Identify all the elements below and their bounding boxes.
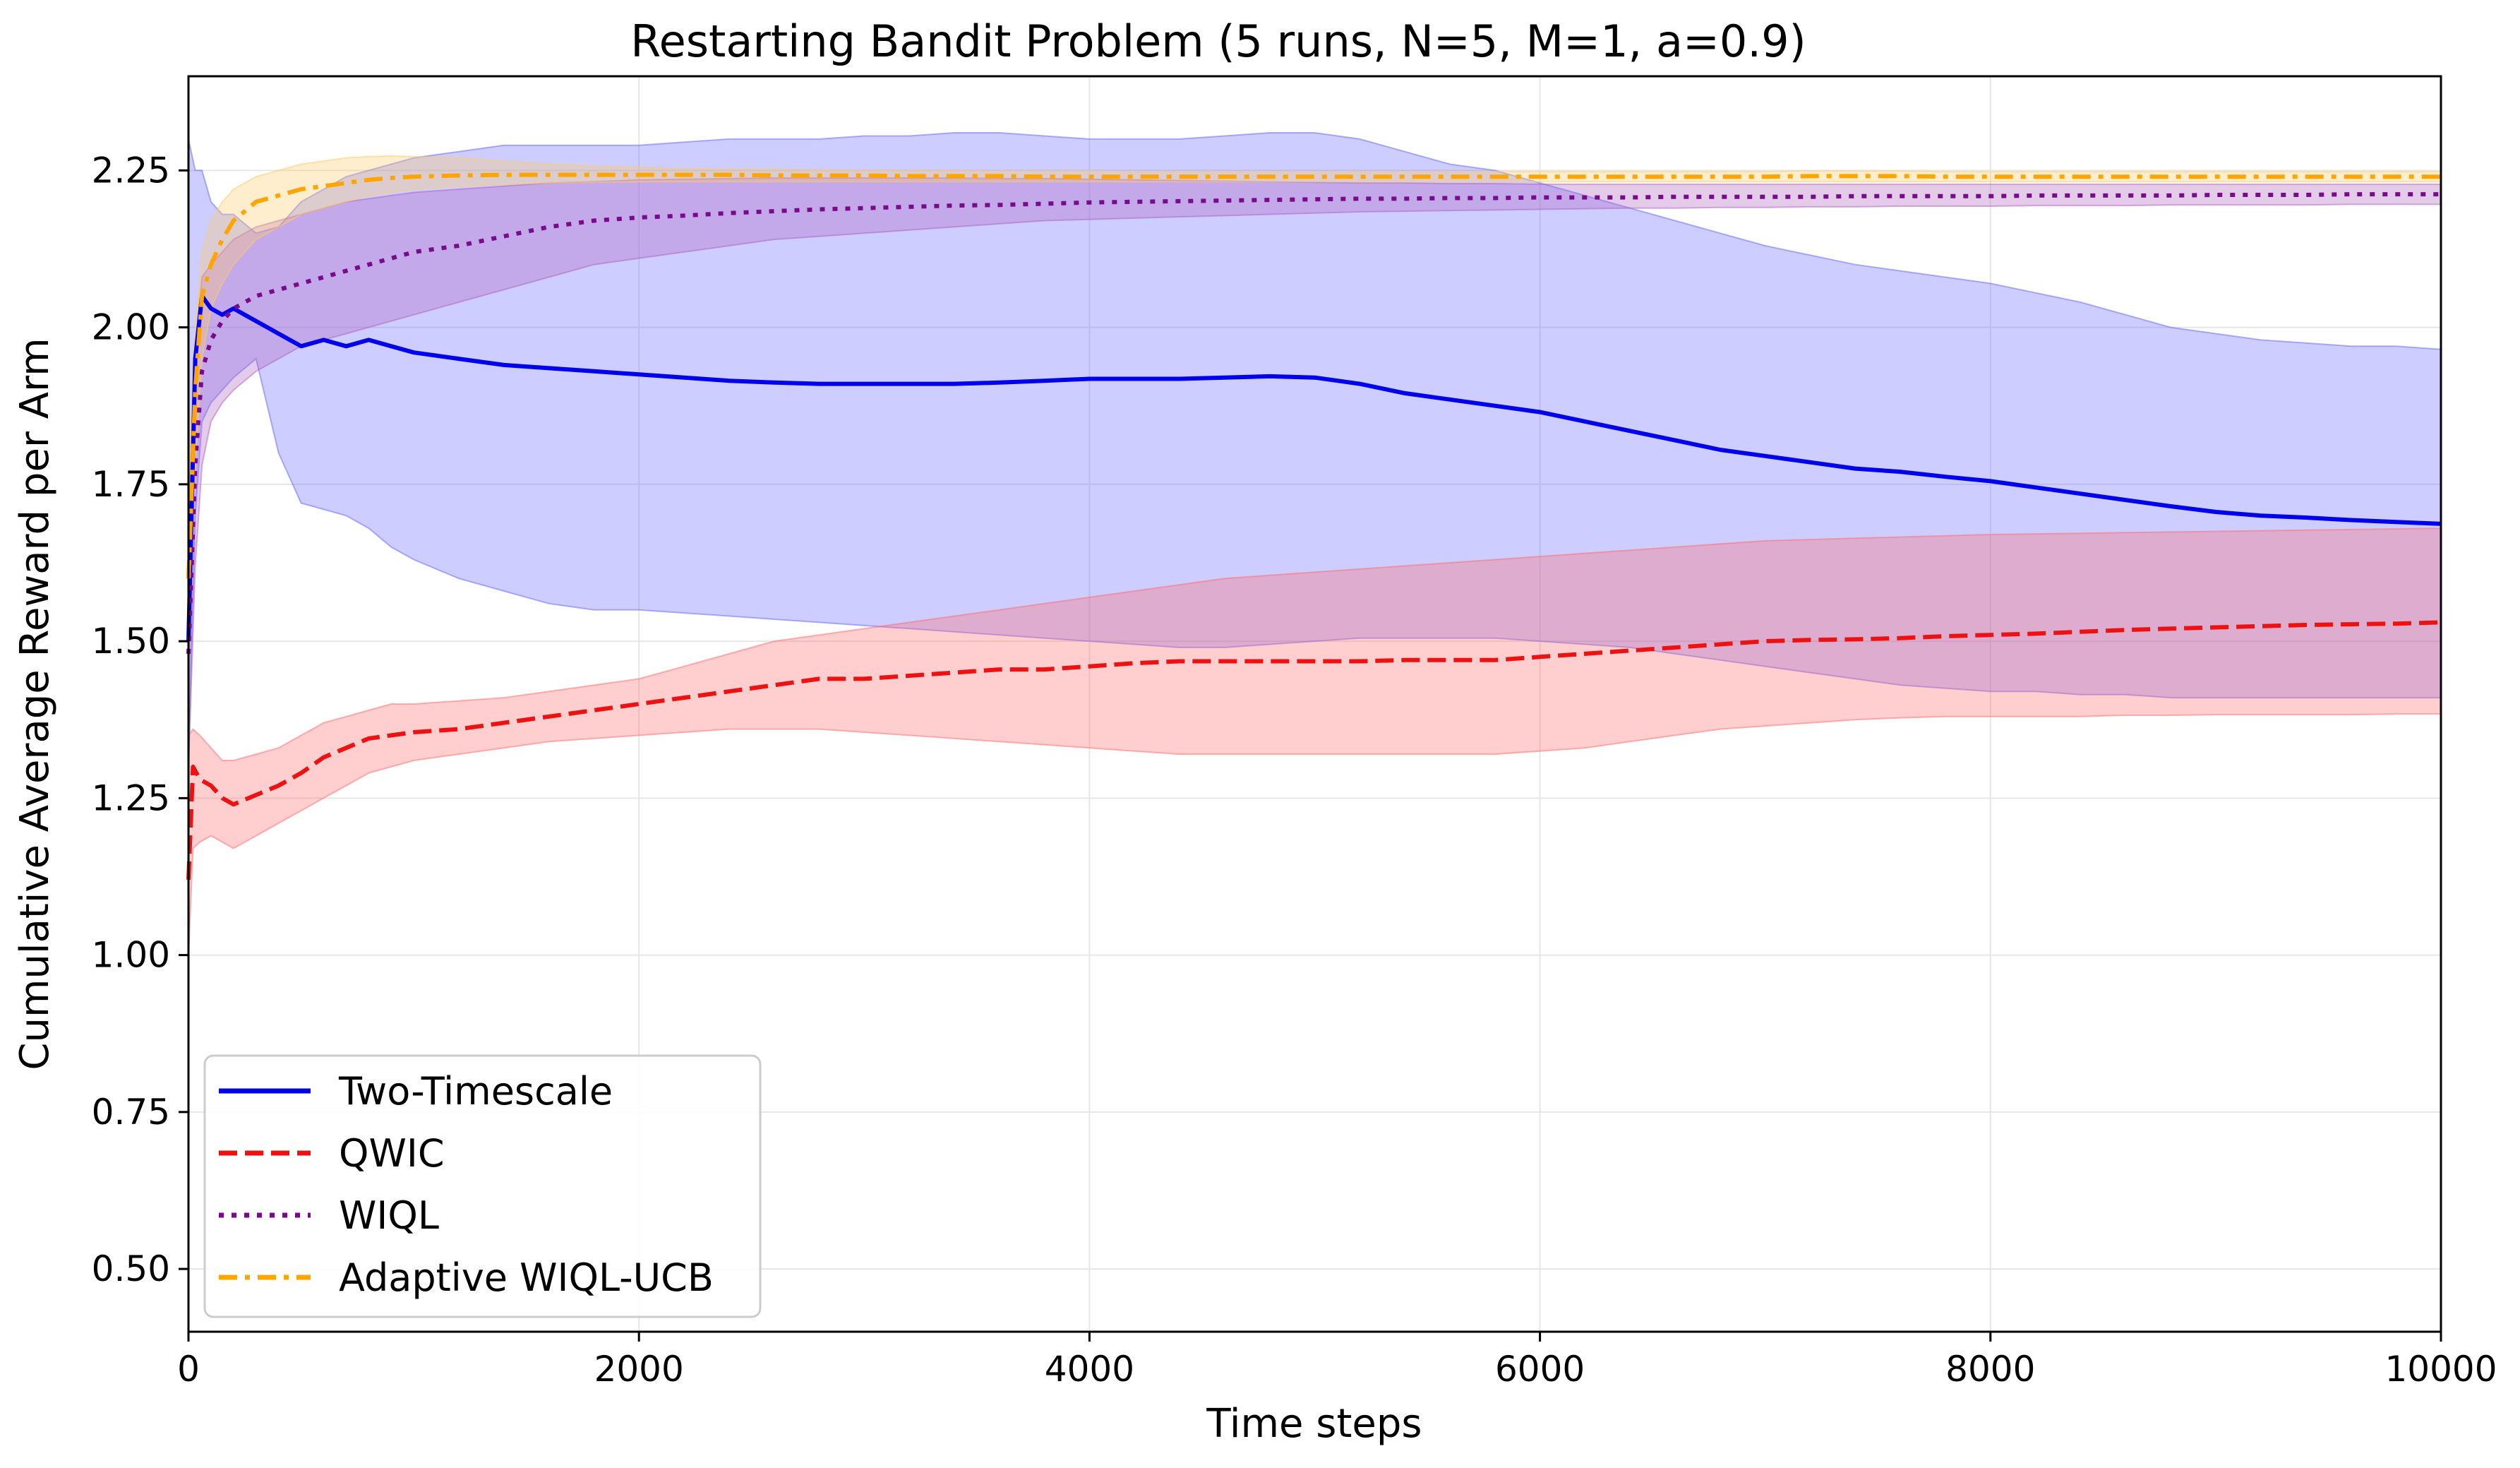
x-axis-label: Time steps xyxy=(1206,1401,1422,1447)
x-tick-label: 8000 xyxy=(1945,1349,2035,1390)
y-tick-label: 1.75 xyxy=(92,464,170,505)
legend: Two-Timescale QWIC WIQL Adaptive WIQL-UC… xyxy=(203,1054,762,1318)
plot-frame xyxy=(187,75,2442,1333)
x-tick-label: 2000 xyxy=(594,1349,684,1390)
y-axis-ticks: 0.50 0.75 1.00 1.25 1.50 1.75 2.00 2.25 xyxy=(92,150,188,1289)
y-tick-label: 0.50 xyxy=(92,1248,170,1289)
y-tick-label: 1.50 xyxy=(92,621,170,662)
y-tick-label: 2.25 xyxy=(92,150,170,191)
legend-label-two-timescale: Two-Timescale xyxy=(338,1069,613,1114)
x-tick-label: 6000 xyxy=(1495,1349,1585,1390)
legend-label-adaptive-wiql-ucb: Adaptive WIQL-UCB xyxy=(339,1255,714,1300)
y-axis-label: Cumulative Average Reward per Arm xyxy=(12,338,58,1070)
x-axis-ticks: 0 2000 4000 6000 8000 10000 xyxy=(177,1332,2497,1390)
series-line-wiql xyxy=(186,192,2441,655)
y-tick-label: 1.25 xyxy=(92,777,170,818)
legend-label-qwic: QWIC xyxy=(339,1131,445,1176)
confidence-bands xyxy=(188,132,2442,955)
x-tick-label: 10000 xyxy=(2384,1349,2497,1390)
y-tick-label: 1.00 xyxy=(92,935,170,976)
y-tick-label: 0.75 xyxy=(92,1092,170,1133)
series-line-two-timescale xyxy=(186,294,2442,642)
series-line-adaptive-wiql-ucb xyxy=(186,172,2441,579)
legend-box xyxy=(203,1054,762,1318)
x-tick-label: 0 xyxy=(177,1349,200,1390)
series-lines xyxy=(186,172,2442,881)
chart-title: Restarting Bandit Problem (5 runs, N=5, … xyxy=(630,16,1806,67)
legend-label-wiql: WIQL xyxy=(339,1193,439,1238)
series-line-qwic xyxy=(186,620,2442,881)
x-tick-label: 4000 xyxy=(1045,1349,1134,1390)
y-tick-label: 2.00 xyxy=(92,307,170,348)
